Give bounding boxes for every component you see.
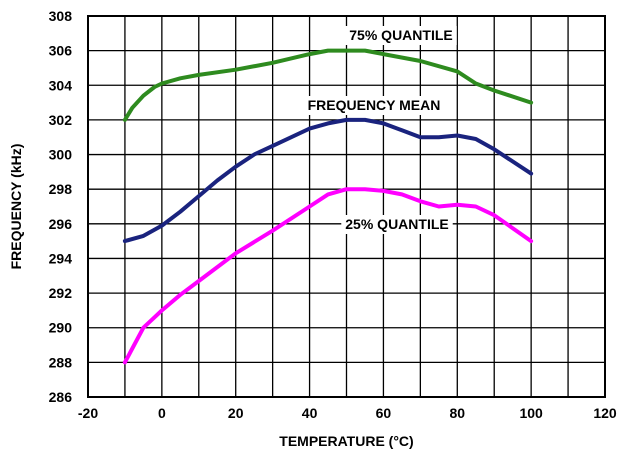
y-tick-label: 308 [49, 8, 73, 24]
series-group [122, 48, 534, 365]
y-tick-label: 306 [49, 43, 73, 59]
y-tick-label: 296 [49, 216, 73, 232]
y-tick-label: 290 [49, 320, 73, 336]
y-tick-label: 292 [49, 285, 73, 301]
x-tick-label: 0 [158, 405, 166, 421]
y-tick-label: 302 [49, 112, 73, 128]
x-tick-label: 120 [593, 405, 617, 421]
y-tick-labels: 286 288 290 292 294 296 298 300 302 304 306 308 [49, 8, 73, 405]
grid [87, 15, 606, 398]
series-label-frequency-mean-text: FREQUENCY MEAN [308, 97, 441, 113]
y-tick-label: 294 [49, 250, 73, 266]
x-tick-label: 60 [376, 405, 392, 421]
x-axis-title: TEMPERATURE (°C) [279, 433, 413, 449]
y-tick-label: 300 [49, 147, 73, 163]
series-label-75-quantile: 75% QUANTILE [345, 26, 457, 45]
series-line-frequency-mean [122, 117, 534, 244]
y-tick-label: 298 [49, 181, 73, 197]
y-tick-label: 304 [49, 77, 73, 93]
x-tick-label: 100 [519, 405, 543, 421]
x-tick-label: -20 [78, 405, 98, 421]
x-tick-label: 80 [449, 405, 465, 421]
x-tick-label: 40 [302, 405, 318, 421]
plot-frame [87, 15, 606, 398]
y-tick-label: 286 [49, 389, 73, 405]
y-tick-label: 288 [49, 354, 73, 370]
y-axis-title: FREQUENCY (kHz) [8, 144, 24, 270]
series-label-25-quantile-text: 25% QUANTILE [345, 216, 448, 232]
x-tick-label: 20 [228, 405, 244, 421]
series-line-75-quantile [122, 48, 534, 122]
series-label-frequency-mean: FREQUENCY MEAN [303, 96, 445, 115]
series-line-25-quantile [122, 187, 534, 365]
x-tick-labels: -20 0 20 40 60 80 100 120 [78, 405, 617, 421]
series-label-25-quantile: 25% QUANTILE [341, 215, 453, 234]
series-label-75-quantile-text: 75% QUANTILE [349, 27, 452, 43]
